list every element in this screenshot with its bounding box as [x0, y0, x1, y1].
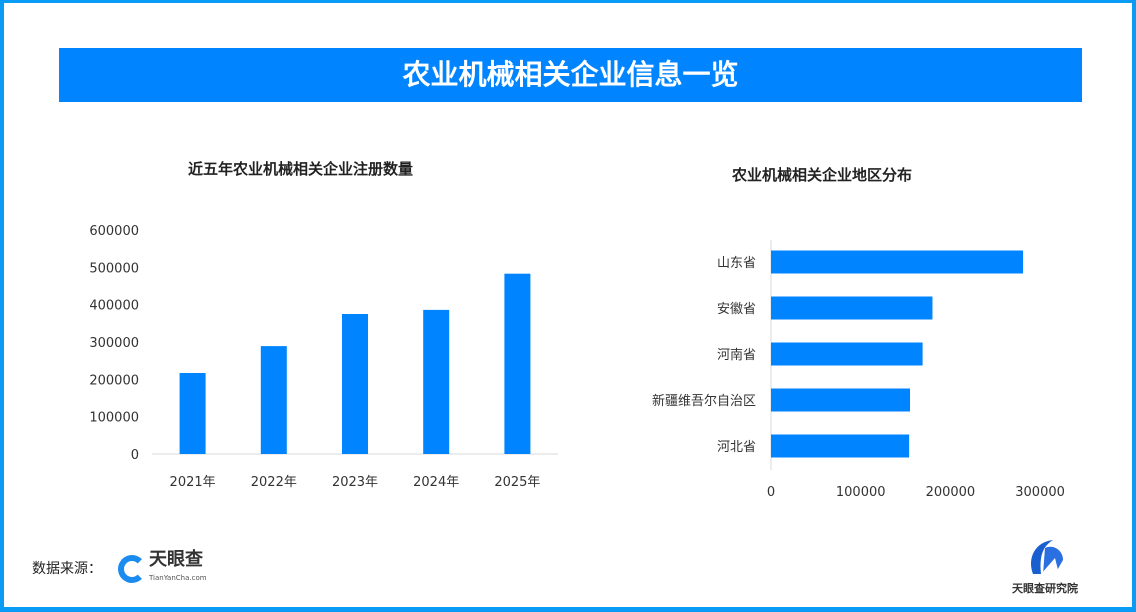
- chart-title-left: 近五年农业机械相关企业注册数量: [188, 160, 414, 178]
- y-tick-label: 600000: [89, 224, 139, 239]
- x-tick-label: 2021年: [170, 475, 216, 490]
- institute-name: 天眼查研究院: [1012, 582, 1078, 595]
- bar-安徽省: [771, 296, 933, 320]
- x-tick-label: 2024年: [413, 475, 459, 490]
- source-label: 数据来源：: [32, 561, 102, 577]
- x-tick-label: 200000: [926, 485, 976, 500]
- chart-title-right: 农业机械相关企业地区分布: [732, 166, 913, 184]
- page-title: 农业机械相关企业信息一览: [59, 48, 1082, 102]
- institute-logo: 天眼查研究院: [1000, 538, 1090, 596]
- y-tick-label: 100000: [89, 411, 139, 426]
- bar-河北省: [771, 434, 910, 458]
- tianyancha-logo: 天眼查 TianYanCha.com: [118, 551, 207, 587]
- logo-text: 天眼查: [149, 549, 203, 570]
- logo-icon: [118, 555, 146, 583]
- x-tick-label: 300000: [1015, 485, 1065, 500]
- x-tick-label: 0: [767, 485, 775, 500]
- bar-2023年: [342, 314, 368, 454]
- bar-新疆维吾尔自治区: [771, 388, 911, 412]
- bar-2022年: [260, 346, 287, 454]
- bar-河南省: [771, 342, 923, 366]
- y-tick-label: 新疆维吾尔自治区: [652, 393, 756, 409]
- bar-山东省: [771, 250, 1024, 274]
- x-tick-label: 100000: [836, 485, 886, 500]
- institute-logo-icon: [1031, 540, 1063, 574]
- y-tick-label: 河北省: [717, 440, 756, 455]
- y-tick-label: 山东省: [717, 256, 756, 271]
- logo-subtext: TianYanCha.com: [149, 574, 207, 582]
- y-tick-label: 0: [131, 448, 139, 463]
- y-tick-label: 500000: [89, 261, 139, 276]
- bar-2021年: [179, 372, 206, 454]
- bar-2025年: [504, 273, 531, 454]
- y-tick-label: 200000: [89, 373, 139, 388]
- y-tick-label: 300000: [89, 336, 139, 351]
- y-tick-label: 河南省: [717, 347, 756, 363]
- y-tick-label: 安徽省: [717, 302, 756, 317]
- bar-2024年: [423, 309, 450, 454]
- y-tick-label: 400000: [89, 299, 139, 314]
- x-tick-label: 2022年: [251, 475, 297, 490]
- x-tick-label: 2023年: [332, 475, 378, 490]
- x-tick-label: 2025年: [494, 475, 540, 490]
